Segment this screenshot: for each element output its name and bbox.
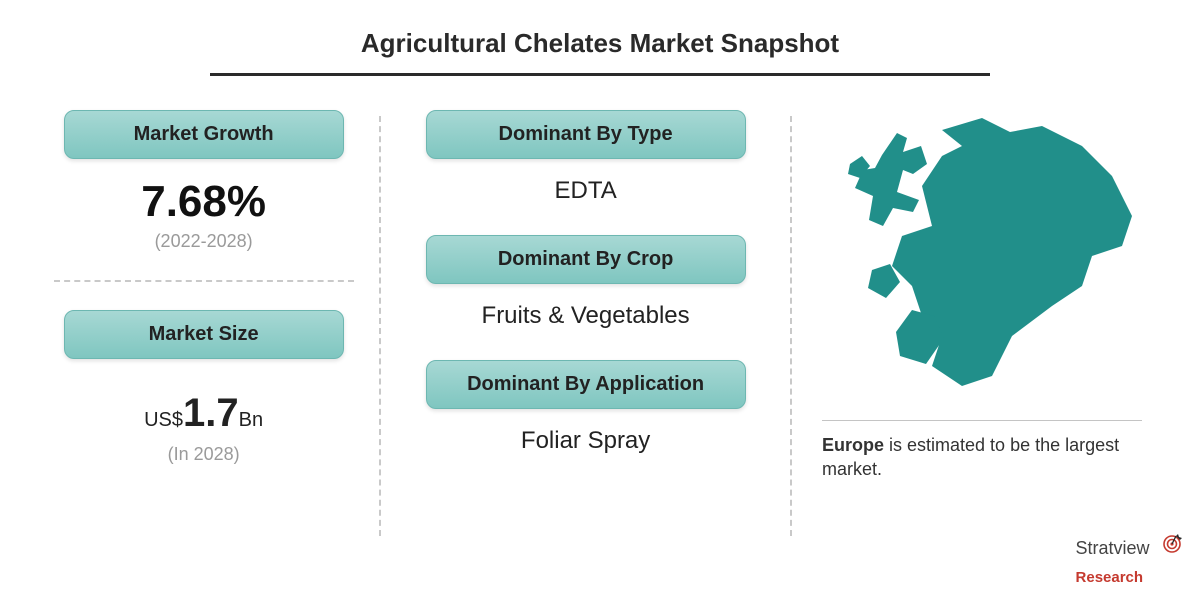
logo-word1: Stratview — [1076, 538, 1150, 558]
market-growth-period: (2022-2028) — [155, 231, 253, 252]
logo-word2: Research — [1076, 569, 1182, 586]
page-title: Agricultural Chelates Market Snapshot — [0, 0, 1200, 73]
horizontal-divider — [54, 280, 354, 282]
region-note: Europe is estimated to be the largest ma… — [822, 420, 1142, 482]
column-middle: Dominant By Type EDTA Dominant By Crop F… — [403, 110, 768, 536]
dominant-crop-label: Dominant By Crop — [426, 235, 746, 284]
vertical-divider — [790, 116, 792, 536]
europe-map-icon — [822, 110, 1142, 400]
size-number: 1.7 — [183, 391, 239, 435]
title-underline — [210, 73, 990, 76]
dominant-type-value: EDTA — [554, 177, 616, 205]
dominant-application-label: Dominant By Application — [426, 360, 746, 409]
market-size-note: (In 2028) — [168, 444, 240, 465]
size-suffix: Bn — [239, 409, 263, 431]
vertical-divider — [379, 116, 381, 536]
market-size-value: US$1.7Bn — [144, 391, 263, 436]
content-row: Market Growth 7.68% (2022-2028) Market S… — [0, 110, 1200, 536]
target-icon — [1162, 534, 1182, 554]
column-right: Europe is estimated to be the largest ma… — [814, 110, 1150, 536]
brand-logo: Stratview Research — [1076, 534, 1182, 586]
market-growth-label: Market Growth — [64, 110, 344, 159]
column-left: Market Growth 7.68% (2022-2028) Market S… — [50, 110, 357, 536]
dominant-application-value: Foliar Spray — [521, 427, 650, 455]
dominant-type-label: Dominant By Type — [426, 110, 746, 159]
market-size-label: Market Size — [64, 310, 344, 359]
size-prefix: US$ — [144, 409, 183, 431]
region-name: Europe — [822, 435, 884, 455]
market-growth-value: 7.68% — [141, 177, 266, 227]
dominant-crop-value: Fruits & Vegetables — [482, 302, 690, 330]
